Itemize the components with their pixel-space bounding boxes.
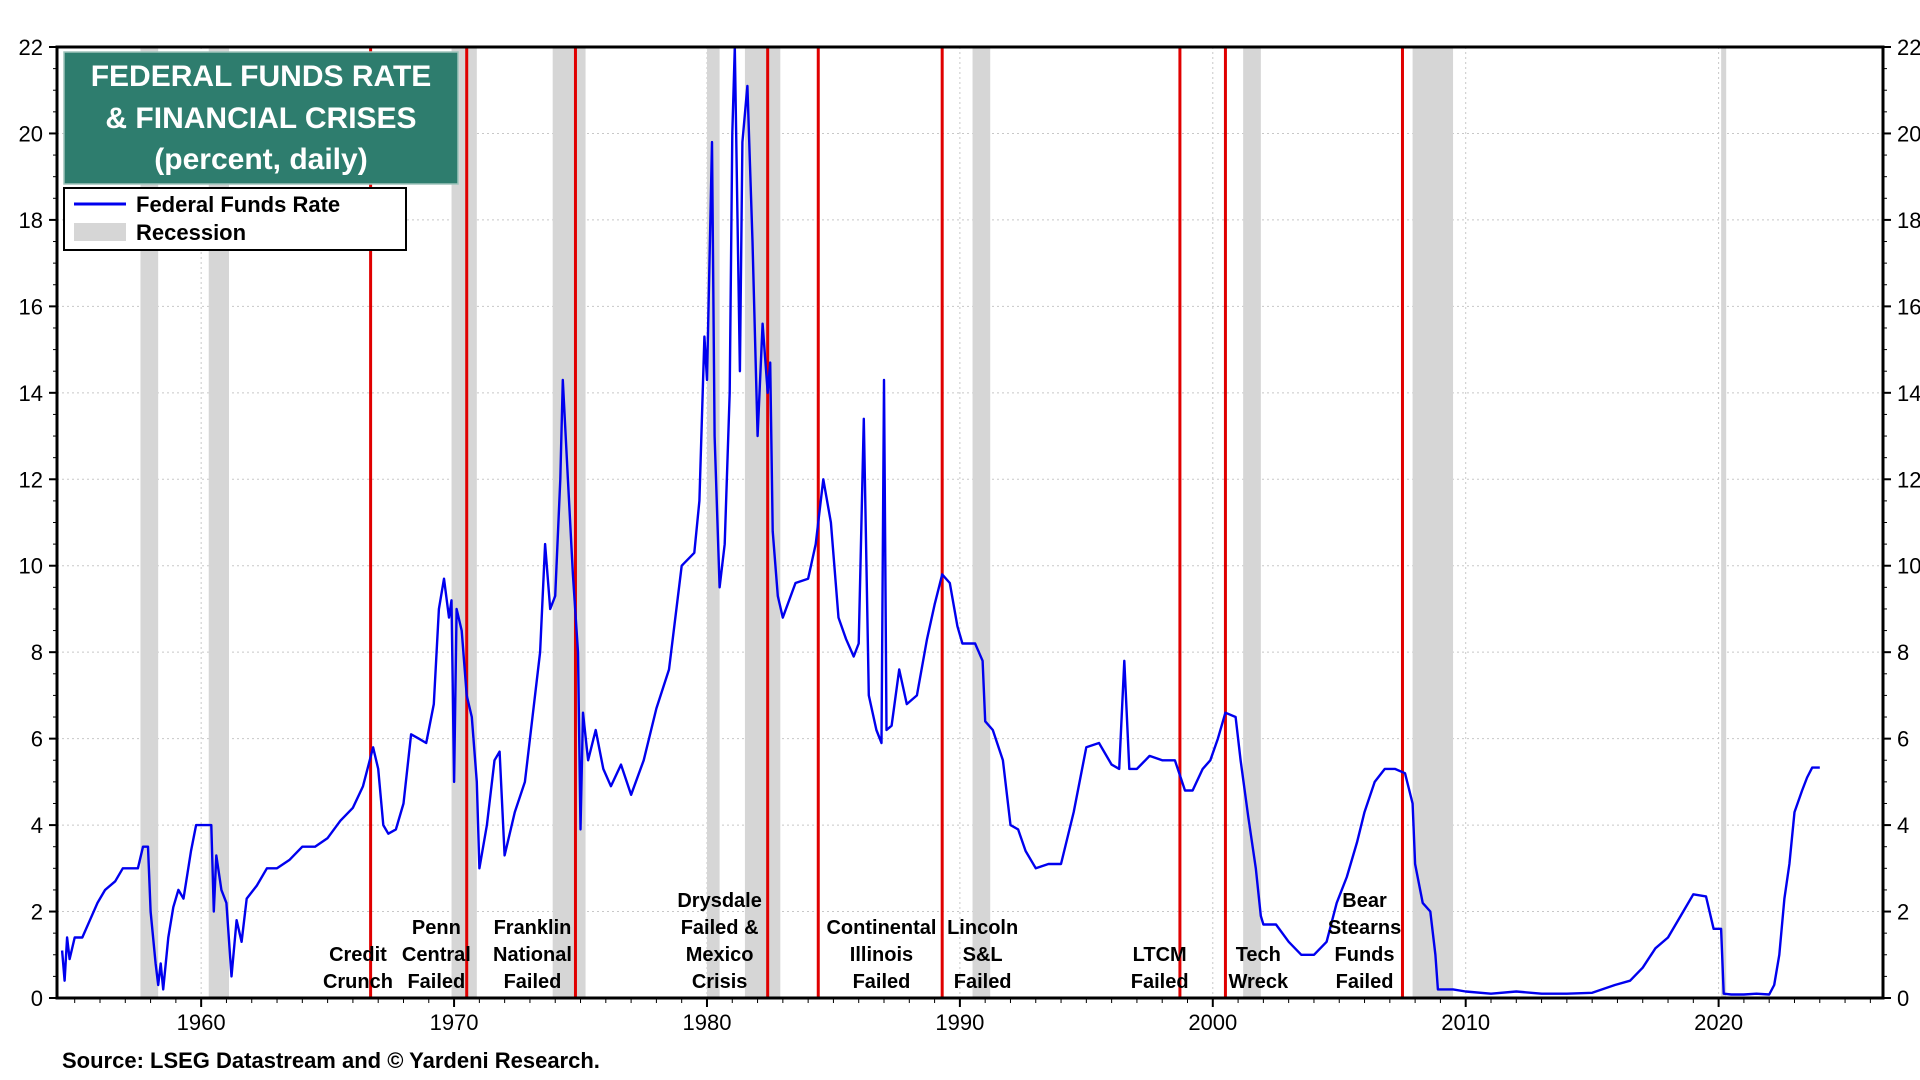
- chart-subtitle: (percent, daily): [154, 143, 367, 176]
- crisis-label-3-line-3: Crisis: [692, 971, 748, 993]
- crisis-label-0-line-0: Credit: [329, 944, 387, 966]
- crisis-label-2-line-1: National: [493, 944, 572, 966]
- x-tick-label-2000: 2000: [1188, 1010, 1237, 1035]
- crisis-label-7-line-1: Wreck: [1228, 971, 1289, 993]
- recession-band-6: [972, 47, 991, 998]
- crisis-label-8-line-3: Failed: [1336, 971, 1394, 993]
- recession-band-9: [1721, 47, 1727, 998]
- x-tick-label-2010: 2010: [1441, 1010, 1490, 1035]
- crisis-label-0-line-1: Crunch: [323, 971, 393, 993]
- x-tick-label-1970: 1970: [430, 1010, 479, 1035]
- y-tick-label-left-0: 0: [31, 986, 43, 1011]
- legend-label-federal-funds-rate: Federal Funds Rate: [136, 192, 340, 217]
- x-tick-label-2020: 2020: [1694, 1010, 1743, 1035]
- crisis-label-3-line-0: Drysdale: [677, 890, 762, 912]
- y-tick-label-left-6: 6: [31, 727, 43, 752]
- legend-swatch-recession: [74, 223, 126, 241]
- legend-label-recession: Recession: [136, 220, 246, 245]
- crisis-label-5-line-2: Failed: [954, 971, 1012, 993]
- recession-band-0: [140, 47, 159, 998]
- crisis-label-1-line-1: Central: [402, 944, 471, 966]
- crisis-labels: Credit Crunch Penn Central Failed Franklin Nat…: [323, 890, 1401, 993]
- recession-band-2: [451, 47, 477, 998]
- x-tick-label-1980: 1980: [682, 1010, 731, 1035]
- y-tick-label-right-10: 10: [1897, 554, 1920, 579]
- y-tick-label-right-6: 6: [1897, 727, 1909, 752]
- crisis-label-6-line-1: Failed: [1131, 971, 1189, 993]
- y-tick-label-left-18: 18: [19, 208, 43, 233]
- y-tick-label-left-14: 14: [19, 381, 43, 406]
- y-tick-label-right-8: 8: [1897, 640, 1909, 665]
- x-tick-label-1990: 1990: [935, 1010, 984, 1035]
- y-tick-label-left-20: 20: [19, 121, 43, 146]
- recession-band-1: [208, 47, 229, 998]
- recession-band-7: [1243, 47, 1261, 998]
- y-tick-label-right-20: 20: [1897, 121, 1920, 146]
- crisis-label-4-line-0: Continental: [826, 917, 936, 939]
- y-tick-label-right-18: 18: [1897, 208, 1920, 233]
- series-line-federal-funds-rate: [60, 45, 1820, 996]
- y-tick-label-left-2: 2: [31, 900, 43, 925]
- recession-bands: [140, 47, 1727, 998]
- y-tick-label-left-10: 10: [19, 554, 43, 579]
- chart-title-line-2: & FINANCIAL CRISES: [105, 102, 416, 135]
- crisis-label-5-line-1: S&L: [963, 944, 1003, 966]
- y-tick-label-right-16: 16: [1897, 294, 1920, 319]
- chart-title-box: FEDERAL FUNDS RATE & FINANCIAL CRISES (p…: [63, 51, 459, 185]
- crisis-label-2-line-0: Franklin: [494, 917, 572, 939]
- crisis-label-5-line-0: Lincoln: [947, 917, 1018, 939]
- title-background: [63, 51, 459, 185]
- crisis-label-2-line-2: Failed: [504, 971, 562, 993]
- crisis-label-3-line-1: Failed &: [681, 917, 759, 939]
- crisis-label-4-line-1: Illinois: [850, 944, 913, 966]
- crisis-label-3-line-2: Mexico: [686, 944, 754, 966]
- crisis-label-1-line-2: Failed: [407, 971, 465, 993]
- y-tick-label-right-0: 0: [1897, 986, 1909, 1011]
- y-tick-label-left-4: 4: [31, 813, 43, 838]
- crisis-label-7-line-0: Tech: [1236, 944, 1281, 966]
- crisis-label-8-line-2: Funds: [1335, 944, 1395, 966]
- y-tick-label-right-2: 2: [1897, 900, 1909, 925]
- y-tick-label-left-12: 12: [19, 467, 43, 492]
- source-note: Source: LSEG Datastream and © Yardeni Re…: [62, 1048, 600, 1073]
- y-tick-label-right-14: 14: [1897, 381, 1920, 406]
- series-layer: [60, 45, 1820, 996]
- chart-title-line-1: FEDERAL FUNDS RATE: [91, 60, 432, 93]
- x-tick-label-1960: 1960: [177, 1010, 226, 1035]
- legend: Federal Funds Rate Recession: [63, 187, 407, 251]
- y-tick-label-left-22: 22: [19, 35, 43, 60]
- y-tick-label-right-22: 22: [1897, 35, 1920, 60]
- crisis-label-1-line-0: Penn: [412, 917, 461, 939]
- y-tick-label-right-4: 4: [1897, 813, 1909, 838]
- grid: [57, 47, 1883, 998]
- crisis-label-4-line-2: Failed: [853, 971, 911, 993]
- crisis-label-6-line-0: LTCM: [1133, 944, 1187, 966]
- crisis-label-8-line-0: Bear: [1342, 890, 1387, 912]
- y-tick-label-left-8: 8: [31, 640, 43, 665]
- y-tick-label-right-12: 12: [1897, 467, 1920, 492]
- crisis-label-8-line-1: Stearns: [1328, 917, 1401, 939]
- recession-band-8: [1412, 47, 1454, 998]
- y-tick-label-left-16: 16: [19, 294, 43, 319]
